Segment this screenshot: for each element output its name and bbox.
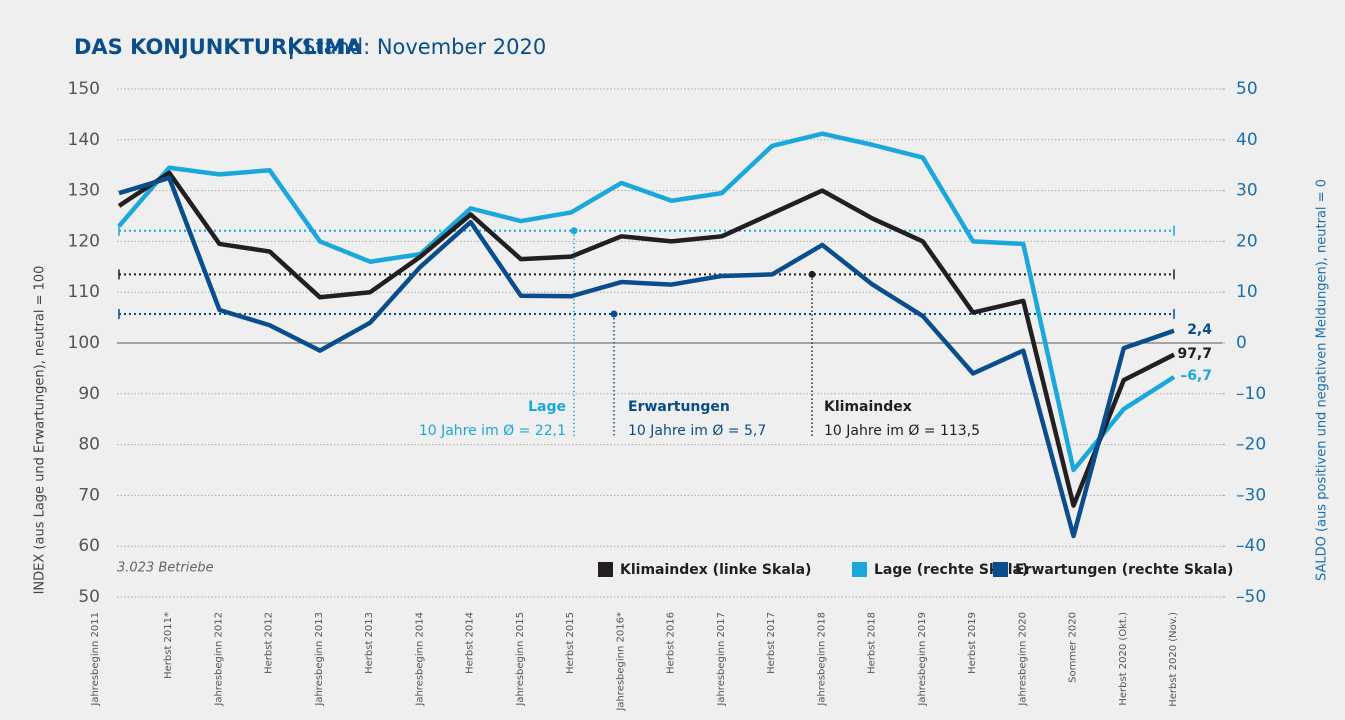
legend-label: Erwartungen (rechte Skala) [1015,562,1233,578]
x-tick-label: Jahresbeginn 2018 [816,612,827,707]
y2-tick-label: –50 [1236,587,1266,607]
y-tick-label: 150 [68,79,100,99]
annotation-dot [610,310,618,318]
series-line [117,170,1176,508]
y2-tick-label: 30 [1236,181,1258,201]
y-tick-label: 110 [68,282,100,302]
x-tick-label: Herbst 2018 [867,612,878,674]
x-tick-label: Herbst 2020 (Okt.) [1118,612,1129,706]
y2-tick-label: –20 [1236,435,1266,455]
x-tick-label: Sommer 2020 [1068,612,1079,683]
legend-swatch [993,562,1008,577]
x-tick-label: Jahresbeginn 2011 [90,612,101,707]
annotation-title: Erwartungen [628,399,730,415]
x-tick-label: Jahresbeginn 2013 [314,612,325,707]
x-tick-label: Herbst 2014 [465,612,476,674]
x-tick-label: Herbst 2017 [766,612,777,674]
y2-tick-label: 40 [1236,130,1258,150]
x-tick-label: Jahresbeginn 2015 [515,612,526,707]
legend-swatch [852,562,867,577]
y-tick-label: 90 [78,384,100,404]
x-tick-label: Herbst 2016 [666,612,677,674]
y-tick-label: 100 [68,333,100,353]
x-tick-label: Jahresbeginn 2020 [1017,612,1028,707]
legend-swatch [598,562,613,577]
title-separator [290,37,293,59]
y2-tick-label: –10 [1236,384,1266,404]
x-tick-label: Herbst 2019 [967,612,978,674]
y-tick-label: 80 [78,435,100,455]
y2-tick-label: 20 [1236,231,1258,251]
value-label: –6,7 [1180,368,1212,384]
annotation-text: 10 Jahre im Ø = 113,5 [824,423,980,439]
value-label: 97,7 [1177,346,1212,362]
x-tick-label: Jahresbeginn 2017 [716,612,727,707]
x-tick-label: Jahresbeginn 2019 [917,612,928,707]
y-tick-label: 140 [68,130,100,150]
y2-tick-label: –40 [1236,536,1266,556]
annotation-dot [808,270,816,278]
chart-title: DAS KONJUNKTURKLIMA [74,35,363,59]
x-tick-label: Jahresbeginn 2016* [615,612,626,712]
x-tick-label: Herbst 2011* [163,612,174,679]
y-tick-label: 50 [78,587,100,607]
chart-subtitle: Stand: November 2020 [302,35,546,59]
note: 3.023 Betriebe [117,561,214,576]
y2-tick-label: 0 [1236,333,1247,353]
x-tick-label: Herbst 2012 [264,612,275,674]
legend-label: Lage (rechte Skala) [874,562,1028,578]
y2-axis-label: SALDO (aus positiven und negativen Meldu… [1315,179,1330,581]
annotation-dot [570,227,578,235]
x-tick-label: Herbst 2015 [565,612,576,674]
x-tick-label: Herbst 2013 [364,612,375,674]
y-tick-label: 130 [68,181,100,201]
y-tick-label: 60 [78,536,100,556]
x-tick-label: Jahresbeginn 2012 [213,612,224,707]
y-tick-label: 70 [78,485,100,505]
annotation-text: 10 Jahre im Ø = 22,1 [419,423,566,439]
x-tick-label: Herbst 2020 (Nov.) [1168,612,1179,707]
legend-label: Klimaindex (linke Skala) [620,562,811,578]
annotation-title: Klimaindex [824,399,912,415]
annotation-text: 10 Jahre im Ø = 5,7 [628,423,766,439]
y-tick-label: 120 [68,231,100,251]
series-line [118,175,1175,539]
series-line [117,131,1176,473]
x-tick-label: Jahresbeginn 2014 [414,612,425,707]
y2-tick-label: 10 [1236,282,1258,302]
y2-tick-label: 50 [1236,79,1258,99]
y2-tick-label: –30 [1236,485,1266,505]
annotation-title: Lage [528,399,566,415]
y-axis-label: INDEX (aus Lage und Erwartungen), neutra… [33,266,48,595]
value-label: 2,4 [1187,322,1212,338]
